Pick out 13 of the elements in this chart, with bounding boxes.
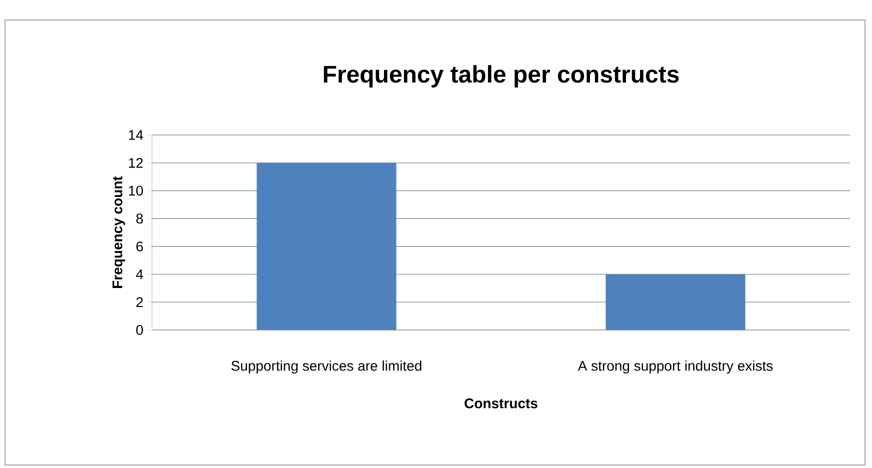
y-tick-label: 10 (128, 186, 143, 196)
x-axis-title: Constructs (464, 398, 538, 408)
chart-title: Frequency table per constructs (324, 65, 679, 88)
y-tick-label: 12 (128, 158, 143, 168)
y-tick-label: 6 (136, 241, 143, 252)
x-tick-label: Supporting services are limited (231, 360, 422, 374)
y-tick-label: 4 (136, 269, 144, 280)
y-tick-label: 14 (128, 130, 144, 140)
y-tick-label: 2 (136, 297, 143, 308)
x-tick-label: A strong support industry exists (578, 360, 773, 374)
y-axis-title: Frequency count (112, 176, 126, 288)
y-tick-label: 0 (136, 325, 143, 335)
y-tick-label: 8 (136, 214, 143, 224)
